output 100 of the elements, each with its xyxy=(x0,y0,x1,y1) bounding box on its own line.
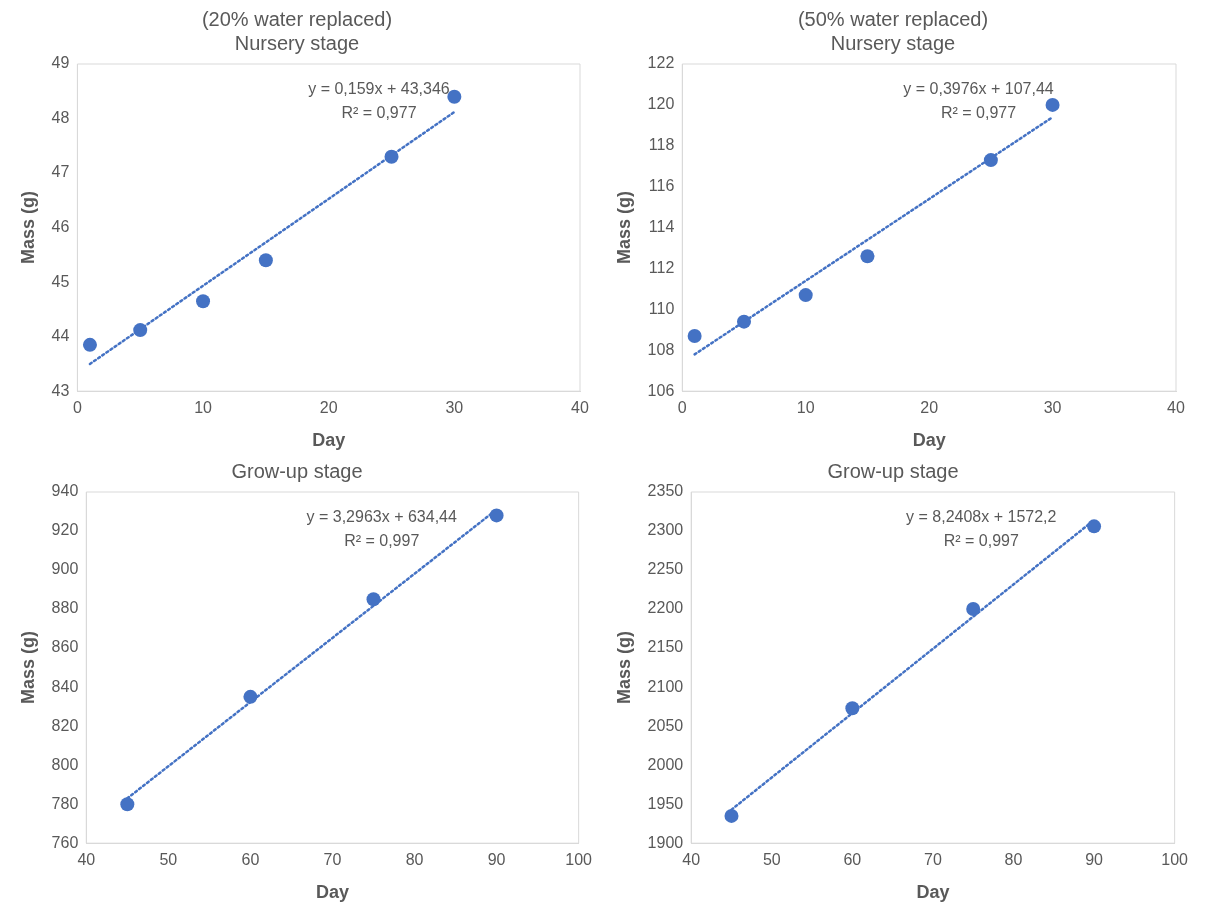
chart-subtitle: Nursery stage xyxy=(830,31,956,54)
x-tick-label: 30 xyxy=(445,399,464,417)
y-axis-title: Mass (g) xyxy=(613,631,634,705)
y-axis-title: Mass (g) xyxy=(17,631,38,705)
chart-title: (50% water replaced) xyxy=(797,7,989,30)
y-tick-label: 45 xyxy=(51,272,70,290)
point xyxy=(120,797,135,812)
y-tick-label: 2100 xyxy=(647,677,684,695)
x-tick-label: 70 xyxy=(323,851,342,869)
point xyxy=(133,323,148,338)
annotation: R² = 0,977 xyxy=(940,104,1017,121)
annotation: y = 0,159x + 43,346 xyxy=(308,80,450,97)
point xyxy=(196,294,211,309)
y-tick-label: 2250 xyxy=(647,560,684,578)
point xyxy=(966,602,981,617)
y-tick-label: 2300 xyxy=(647,521,684,539)
y-tick-label: 2350 xyxy=(647,482,684,500)
y-tick-label: 780 xyxy=(51,794,79,812)
point xyxy=(860,249,875,264)
point xyxy=(983,153,998,168)
x-tick-label: 90 xyxy=(487,851,506,869)
y-tick-label: 1900 xyxy=(647,833,684,851)
y-tick-label: 2050 xyxy=(647,716,684,734)
point xyxy=(447,89,462,104)
x-tick-label: 50 xyxy=(159,851,178,869)
y-tick-label: 122 xyxy=(647,54,675,72)
y-tick-label: 47 xyxy=(51,163,70,181)
point xyxy=(489,508,504,523)
y-axis-title: Mass (g) xyxy=(613,191,634,265)
x-axis-title: Day xyxy=(312,430,346,451)
point xyxy=(258,253,273,268)
y-tick-label: 820 xyxy=(51,716,79,734)
point xyxy=(798,288,813,303)
point xyxy=(1045,97,1060,112)
y-tick-label: 114 xyxy=(648,218,675,236)
x-tick-label: 20 xyxy=(920,399,939,417)
y-tick-label: 116 xyxy=(648,177,675,195)
x-tick-label: 60 xyxy=(843,851,862,869)
point xyxy=(384,149,399,164)
y-tick-label: 860 xyxy=(51,638,79,656)
y-tick-label: 108 xyxy=(647,340,675,358)
y-tick-label: 48 xyxy=(51,108,70,126)
y-tick-label: 112 xyxy=(648,258,675,276)
x-tick-label: 100 xyxy=(1161,851,1189,869)
y-tick-label: 1950 xyxy=(647,794,684,812)
chart-title: Grow-up stage xyxy=(827,459,959,482)
x-axis-title: Day xyxy=(315,882,349,903)
annotation: y = 8,2408x + 1572,2 xyxy=(906,508,1057,525)
y-tick-label: 2150 xyxy=(647,638,684,656)
y-axis-title: Mass (g) xyxy=(17,191,38,265)
annotation: R² = 0,977 xyxy=(341,104,417,121)
y-tick-label: 49 xyxy=(51,54,70,72)
x-tick-label: 80 xyxy=(405,851,424,869)
x-tick-label: 0 xyxy=(72,399,82,417)
y-tick-label: 44 xyxy=(51,327,70,345)
y-tick-label: 940 xyxy=(51,482,79,500)
chart-title: Grow-up stage xyxy=(231,459,363,482)
annotation: R² = 0,997 xyxy=(344,532,420,549)
x-tick-label: 30 xyxy=(1043,399,1062,417)
chart-title: (20% water replaced) xyxy=(201,7,393,30)
x-tick-label: 40 xyxy=(77,851,96,869)
y-tick-label: 120 xyxy=(647,95,675,113)
y-tick-label: 920 xyxy=(51,521,79,539)
y-tick-label: 118 xyxy=(648,136,675,154)
point xyxy=(82,337,97,352)
x-tick-label: 90 xyxy=(1085,851,1104,869)
y-tick-label: 900 xyxy=(51,560,79,578)
x-tick-label: 70 xyxy=(924,851,942,869)
x-tick-label: 80 xyxy=(1004,851,1023,869)
x-tick-label: 40 xyxy=(682,851,701,869)
x-tick-label: 0 xyxy=(677,399,687,417)
x-tick-label: 40 xyxy=(1167,399,1185,417)
x-tick-label: 20 xyxy=(319,399,338,417)
x-tick-label: 10 xyxy=(194,399,213,417)
point xyxy=(737,314,752,329)
x-tick-label: 100 xyxy=(565,851,593,869)
annotation: y = 3,2963x + 634,44 xyxy=(306,508,457,525)
y-tick-label: 760 xyxy=(51,833,79,851)
y-tick-label: 840 xyxy=(51,677,79,695)
y-tick-label: 2200 xyxy=(647,599,684,617)
x-axis-title: Day xyxy=(916,882,950,903)
y-tick-label: 46 xyxy=(51,218,70,236)
x-tick-label: 50 xyxy=(762,851,781,869)
y-tick-label: 106 xyxy=(647,381,675,399)
x-tick-label: 10 xyxy=(796,399,815,417)
point xyxy=(687,328,702,343)
y-tick-label: 800 xyxy=(51,755,79,773)
x-tick-label: 60 xyxy=(241,851,260,869)
y-tick-label: 110 xyxy=(648,299,675,317)
point xyxy=(724,808,739,823)
y-tick-label: 880 xyxy=(51,599,79,617)
x-axis-title: Day xyxy=(912,430,946,451)
point xyxy=(1087,519,1102,534)
chart-subtitle: Nursery stage xyxy=(234,31,360,54)
annotation: y = 0,3976x + 107,44 xyxy=(903,80,1054,97)
point xyxy=(845,701,860,716)
x-tick-label: 40 xyxy=(571,399,589,417)
y-tick-label: 43 xyxy=(51,381,70,399)
point xyxy=(243,689,258,704)
annotation: R² = 0,997 xyxy=(943,532,1019,549)
